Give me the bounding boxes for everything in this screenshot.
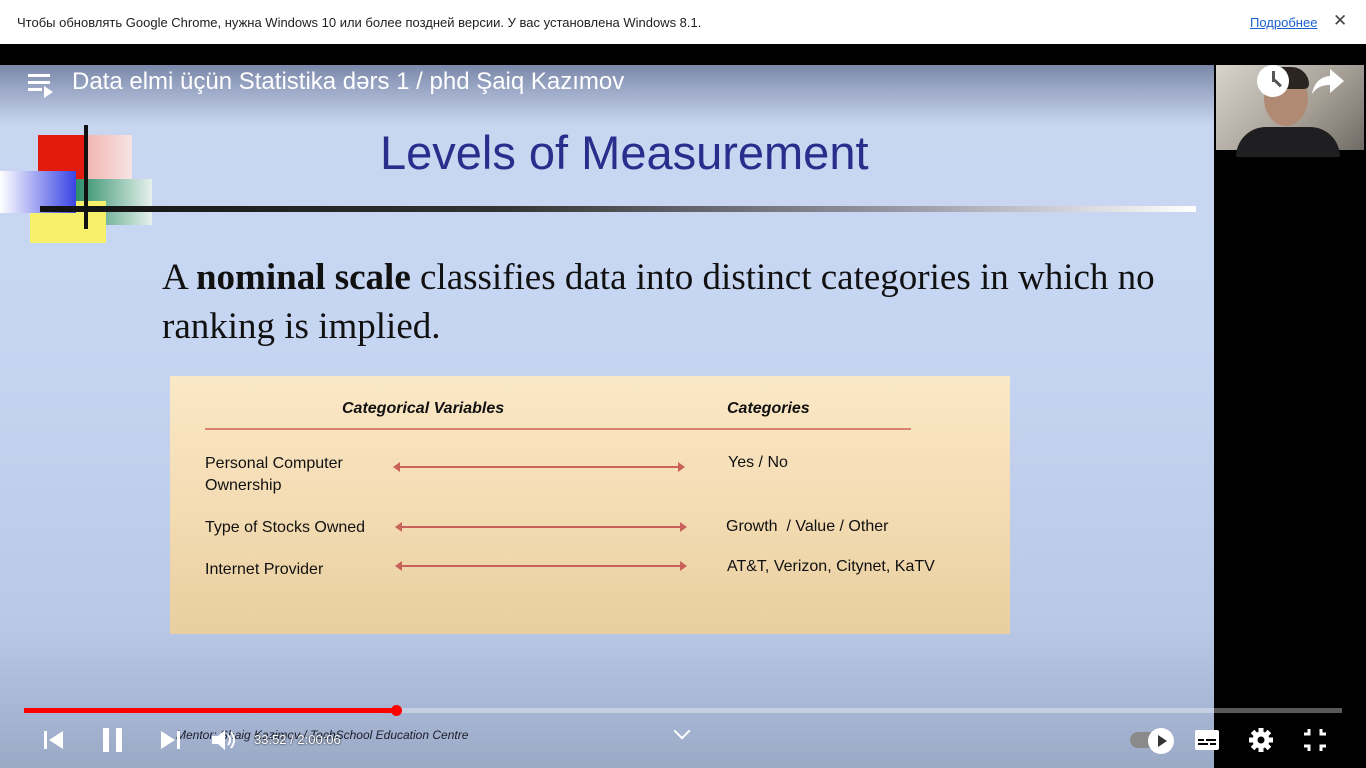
- table-row-categories: Yes / No: [728, 454, 788, 471]
- top-gap: [0, 44, 1366, 65]
- table-row-categories: AT&T, Verizon, Citynet, KaTV: [727, 558, 935, 575]
- slide-body-suffix: classifies data into distinct categories…: [162, 257, 1155, 347]
- time-current: 33:52: [254, 732, 287, 747]
- playlist-icon-play: [44, 86, 53, 98]
- pause-icon[interactable]: [100, 726, 126, 754]
- skip-previous-icon[interactable]: [42, 728, 66, 752]
- share-icon[interactable]: [1310, 65, 1346, 97]
- progress-scrubber[interactable]: [390, 705, 402, 716]
- table-row-categories: Growth / Value / Other: [726, 518, 889, 535]
- gear-icon[interactable]: [1248, 727, 1274, 753]
- pillarbox-right: [1214, 65, 1366, 768]
- infobar-more-link[interactable]: Подробнее: [1250, 15, 1318, 30]
- slide-title: Levels of Measurement: [380, 126, 869, 179]
- table-header-underline: [205, 428, 911, 430]
- table-header-categories: Categories: [727, 400, 810, 417]
- video-player[interactable]: Levels of Measurement A nominal scale cl…: [0, 65, 1366, 768]
- categories-table: Categorical Variables Categories Persona…: [170, 376, 1010, 634]
- webcam-person-shirt: [1236, 127, 1340, 157]
- slide-body-text: A nominal scale classifies data into dis…: [162, 253, 1162, 351]
- exit-fullscreen-icon[interactable]: [1302, 727, 1328, 753]
- slide-body-prefix: A: [162, 257, 196, 298]
- video-title[interactable]: Data elmi üçün Statistika dərs 1 / phd Ş…: [72, 68, 625, 95]
- table-row-variable: Type of Stocks Owned: [205, 519, 366, 536]
- slide-divider-line: [40, 206, 1196, 212]
- volume-icon[interactable]: [210, 728, 238, 752]
- table-header-variables: Categorical Variables: [342, 400, 505, 417]
- slide-body-bold: nominal scale: [195, 257, 411, 298]
- slide-frame: Levels of Measurement A nominal scale cl…: [0, 65, 1214, 768]
- progress-fill: [24, 708, 396, 713]
- time-display: 33:52 / 2:00:06: [254, 732, 341, 747]
- slide-footer: Mentor: Shaig Kazimov / TechSchool Educa…: [176, 728, 469, 742]
- double-arrow: [393, 462, 685, 472]
- autoplay-toggle-icon[interactable]: [1148, 728, 1174, 754]
- infobar-message: Чтобы обновлять Google Chrome, нужна Win…: [17, 15, 702, 30]
- playlist-icon[interactable]: [28, 73, 54, 98]
- double-arrow: [395, 561, 687, 571]
- title-overlay-shade: [0, 65, 1214, 125]
- close-icon[interactable]: ✕: [1333, 11, 1348, 30]
- slide-decoration-pink: [88, 135, 132, 183]
- subtitles-icon[interactable]: [1194, 729, 1220, 751]
- skip-next-icon[interactable]: [158, 728, 182, 752]
- progress-bar[interactable]: [24, 705, 1342, 716]
- double-arrow: [395, 522, 687, 532]
- clock-icon[interactable]: [1257, 65, 1289, 97]
- time-separator: /: [286, 732, 298, 747]
- playlist-icon-bar: [28, 74, 50, 77]
- chrome-update-infobar: Чтобы обновлять Google Chrome, нужна Win…: [0, 0, 1366, 44]
- table-row-variable: Personal Computer Ownership: [205, 455, 343, 494]
- playlist-icon-bar: [28, 81, 50, 84]
- playlist-icon-bar: [28, 88, 42, 91]
- table-row-variable: Internet Provider: [205, 561, 324, 578]
- slide-vertical-line: [84, 125, 88, 229]
- time-total: 2:00:06: [297, 732, 341, 747]
